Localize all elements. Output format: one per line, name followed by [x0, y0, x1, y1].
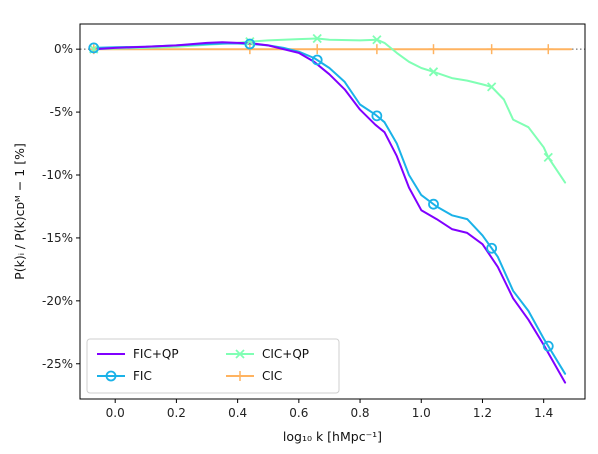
y-tick-label: 0%: [54, 42, 73, 56]
data-point-cic-qp: [543, 152, 553, 163]
data-point-cic: [428, 44, 439, 55]
y-axis-label: P(k)ᵢ / P(k)ᴄᴅᴹ − 1 [%]: [12, 143, 27, 280]
legend-label: CIC: [262, 369, 282, 383]
legend-box: [86, 338, 340, 394]
x-tick-label: 0.6: [289, 406, 308, 420]
legend-label: CIC+QP: [262, 347, 309, 361]
legend: FIC+QP FIC CIC+QP CIC: [86, 338, 340, 394]
x-tick-label: 0.4: [228, 406, 247, 420]
data-point-fic: [371, 110, 383, 122]
x-tick-label: 1.0: [412, 406, 431, 420]
x-tick-label: 0.2: [167, 406, 186, 420]
y-tick-label: -15%: [42, 231, 73, 245]
y-tick-label: -5%: [50, 105, 73, 119]
plot-area-frame: [79, 23, 586, 400]
data-point-fic: [311, 54, 323, 66]
data-point-cic: [543, 44, 554, 55]
x-tick-label: 0.0: [106, 406, 125, 420]
data-point-fic: [486, 242, 498, 254]
data-point-cic-qp: [312, 33, 322, 44]
legend-item-fic: FIC: [97, 369, 152, 383]
y-tick-label: -20%: [42, 294, 73, 308]
data-point-fic: [244, 38, 256, 50]
data-point-fic: [88, 42, 100, 54]
legend-label: FIC: [133, 369, 152, 383]
data-point-cic-qp: [372, 35, 382, 45]
series-line-fic-qp: [92, 41, 567, 384]
legend-item-fic-qp: FIC+QP: [97, 347, 179, 361]
y-tick-label: -10%: [42, 168, 73, 182]
data-point-cic: [486, 44, 497, 55]
data-point-fic: [428, 198, 439, 210]
data-point-cic-qp: [245, 36, 255, 47]
data-point-cic: [312, 44, 323, 55]
data-point-cic: [371, 44, 382, 55]
data-point-fic: [542, 340, 554, 352]
legend-item-cic: CIC: [226, 369, 282, 383]
series-line-fic: [92, 42, 567, 375]
legend-label: FIC+QP: [133, 347, 179, 361]
x-axis-label: log₁₀ k [hMpc⁻¹]: [283, 429, 382, 444]
x-tick-label: 1.4: [534, 406, 553, 420]
data-point-cic-qp: [487, 82, 497, 92]
x-tick-label: 0.8: [350, 406, 369, 420]
series-line-cic-qp: [92, 37, 567, 184]
x-tick-label: 1.2: [473, 406, 492, 420]
legend-item-cic-qp: CIC+QP: [226, 347, 309, 361]
data-point-cic-qp: [428, 67, 439, 77]
y-tick-label: -25%: [42, 357, 73, 371]
